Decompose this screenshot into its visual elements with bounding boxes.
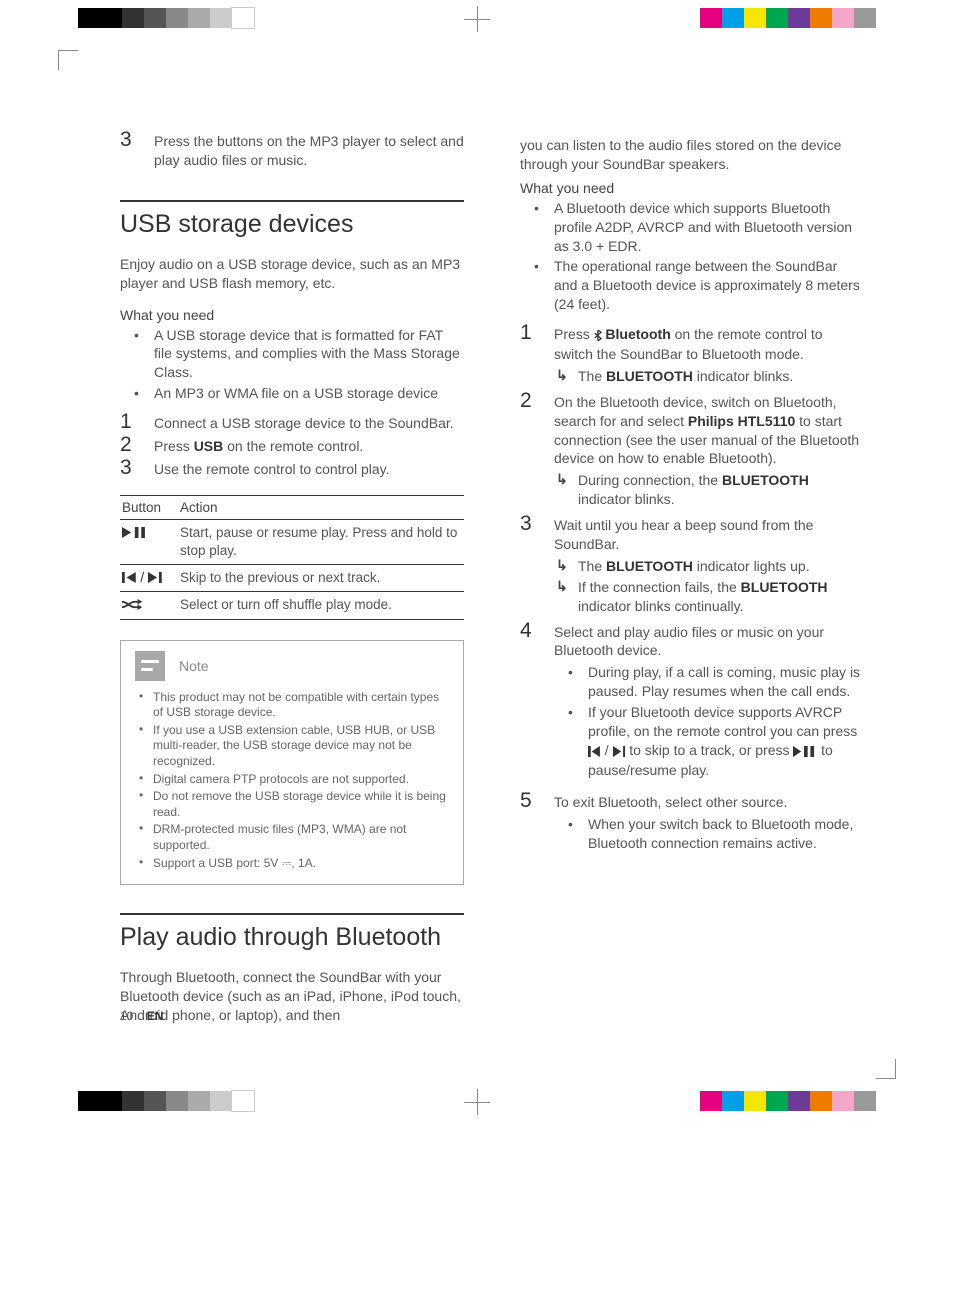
sub-result: The BLUETOOTH indicator blinks. bbox=[554, 366, 864, 387]
table-row: / Skip to the previous or next track. bbox=[120, 565, 464, 592]
bluetooth-intro-continued: you can listen to the audio files stored… bbox=[520, 136, 864, 174]
register-marks-bottom bbox=[0, 1091, 954, 1121]
table-cell: Start, pause or resume play. Press and h… bbox=[178, 519, 464, 564]
bt-step4-sub: If your Bluetooth device supports AVRCP … bbox=[554, 702, 864, 781]
note-label: Note bbox=[179, 658, 209, 674]
crop-corner bbox=[876, 1059, 896, 1079]
note-item: Do not remove the USB storage device whi… bbox=[135, 788, 449, 821]
usb-step: Use the remote control to control play. bbox=[120, 458, 464, 481]
mp3-step-3: Press the buttons on the MP3 player to s… bbox=[120, 130, 464, 172]
bluetooth-intro: Through Bluetooth, connect the SoundBar … bbox=[120, 968, 464, 1025]
table-cell: Select or turn off shuffle play mode. bbox=[178, 592, 464, 619]
table-head-button: Button bbox=[120, 495, 178, 519]
play-pause-icon bbox=[120, 519, 178, 564]
what-you-need-label: What you need bbox=[520, 180, 864, 196]
sub-result: If the connection fails, the BLUETOOTH i… bbox=[554, 577, 864, 617]
usb-heading: USB storage devices bbox=[120, 200, 464, 239]
right-column: you can listen to the audio files stored… bbox=[520, 130, 864, 1039]
bt-step-2: On the Bluetooth device, switch on Bluet… bbox=[520, 391, 864, 514]
language-code: EN bbox=[147, 1009, 164, 1023]
play-pause-icon bbox=[793, 742, 817, 761]
bt-step-3: Wait until you hear a beep sound from th… bbox=[520, 514, 864, 620]
usb-need-item: A USB storage device that is formatted f… bbox=[120, 325, 464, 384]
what-you-need-label: What you need bbox=[120, 307, 464, 323]
bt-step-1: Press Bluetooth on the remote control to… bbox=[520, 323, 864, 391]
prev-next-icon: / bbox=[120, 565, 178, 592]
note-item: This product may not be compatible with … bbox=[135, 689, 449, 722]
bt-step-5: To exit Bluetooth, select other source. … bbox=[520, 791, 864, 864]
bt-step-4: Select and play audio files or music on … bbox=[520, 621, 864, 791]
sub-result: The BLUETOOTH indicator lights up. bbox=[554, 556, 864, 577]
crop-corner bbox=[58, 50, 78, 70]
note-item: DRM-protected music files (MP3, WMA) are… bbox=[135, 821, 449, 854]
note-box: Note This product may not be compatible … bbox=[120, 640, 464, 886]
table-row: Start, pause or resume play. Press and h… bbox=[120, 519, 464, 564]
bluetooth-heading: Play audio through Bluetooth bbox=[120, 913, 464, 952]
bt-step4-sub: During play, if a call is coming, music … bbox=[554, 662, 864, 702]
shuffle-icon bbox=[120, 592, 178, 619]
bt-step5-sub: When your switch back to Bluetooth mode,… bbox=[554, 814, 864, 854]
next-track-icon bbox=[613, 742, 626, 761]
bt-need-item: A Bluetooth device which supports Blueto… bbox=[520, 198, 864, 257]
note-icon bbox=[135, 651, 165, 681]
note-item: Support a USB port: 5V ⎓, 1A. bbox=[135, 855, 449, 873]
note-item: If you use a USB extension cable, USB HU… bbox=[135, 722, 449, 771]
register-marks-top bbox=[0, 8, 954, 38]
table-cell: Skip to the previous or next track. bbox=[178, 565, 464, 592]
sub-result: During connection, the BLUETOOTH indicat… bbox=[554, 470, 864, 510]
button-action-table: Button Action Start, pause or resume pla… bbox=[120, 495, 464, 620]
page-number: 10 bbox=[120, 1009, 133, 1023]
bt-need-item: The operational range between the SoundB… bbox=[520, 256, 864, 315]
table-row: Select or turn off shuffle play mode. bbox=[120, 592, 464, 619]
bluetooth-icon bbox=[594, 326, 602, 345]
usb-step: Connect a USB storage device to the Soun… bbox=[120, 412, 464, 435]
usb-step: Press USB on the remote control. bbox=[120, 435, 464, 458]
prev-track-icon bbox=[588, 742, 601, 761]
note-item: Digital camera PTP protocols are not sup… bbox=[135, 771, 449, 789]
table-head-action: Action bbox=[178, 495, 464, 519]
usb-need-item: An MP3 or WMA file on a USB storage devi… bbox=[120, 383, 464, 404]
page-footer: 10 EN bbox=[120, 1009, 163, 1023]
usb-intro: Enjoy audio on a USB storage device, suc… bbox=[120, 255, 464, 293]
left-column: Press the buttons on the MP3 player to s… bbox=[120, 130, 464, 1039]
